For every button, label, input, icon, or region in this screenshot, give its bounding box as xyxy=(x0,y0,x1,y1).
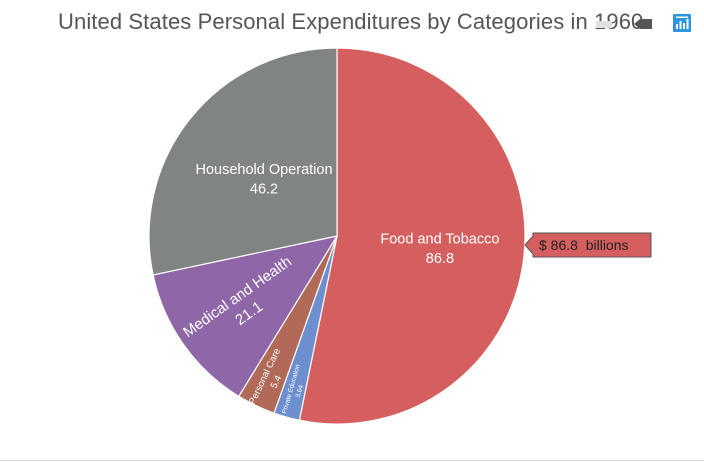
chart-title: United States Personal Expenditures by C… xyxy=(58,9,644,34)
slice-medical-and-health[interactable] xyxy=(152,235,339,398)
slice-household-operation[interactable] xyxy=(148,47,338,276)
tooltip-text: $ 86.8 billions xyxy=(539,237,629,253)
slice-label-name: Food and Tobacco xyxy=(380,231,499,247)
slice-label-value: 5.4 xyxy=(269,374,285,391)
slice-label-food-and-tobacco: Food and Tobacco 86.8 xyxy=(380,231,499,267)
slice-label-household-operation: Household Operation 46.2 xyxy=(195,162,332,198)
slice-label-value: 86.8 xyxy=(426,251,454,267)
tooltip-glyph-icon xyxy=(596,19,652,29)
pie-slices xyxy=(148,47,526,425)
slice-label-value: 3.64 xyxy=(295,384,305,398)
slice-food-and-tobacco[interactable] xyxy=(298,47,526,425)
tooltip-box xyxy=(524,232,652,258)
slice-label-value: 46.2 xyxy=(250,181,278,197)
chart-menu-icon[interactable] xyxy=(672,13,692,33)
slice-label-name: Household Operation xyxy=(195,162,332,178)
tooltip: $ 86.8 billions xyxy=(524,232,652,258)
bottom-divider xyxy=(0,460,704,461)
